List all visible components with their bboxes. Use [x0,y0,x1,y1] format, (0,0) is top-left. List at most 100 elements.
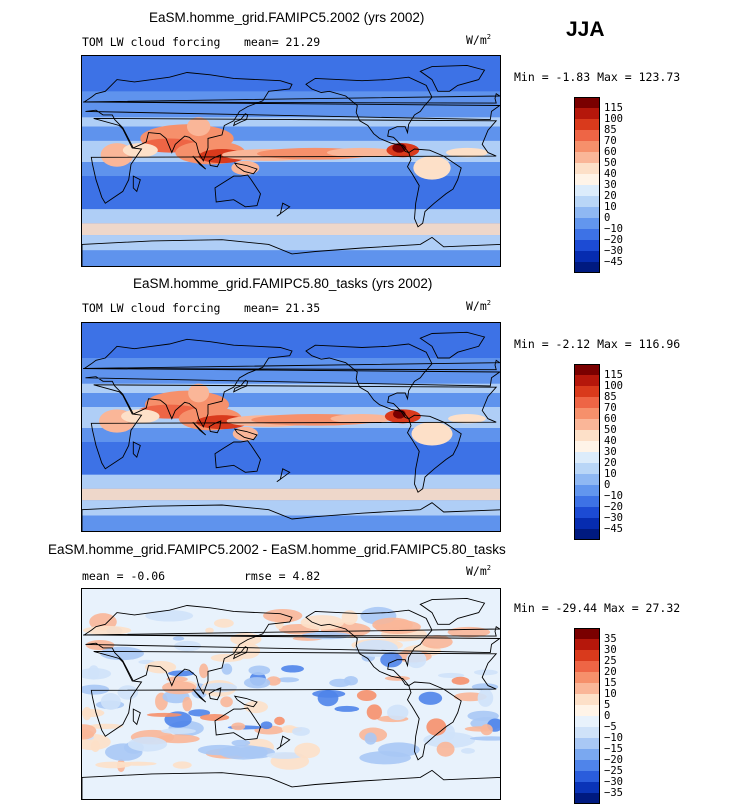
colorbar-swatch [574,364,600,375]
coastline [82,236,500,266]
colorbar-tick-label: −10 [604,223,623,235]
panel-3-rmse-value: rmse = 4.82 [244,569,321,583]
coastline [419,597,486,625]
colorbar-swatch [574,163,600,174]
coastline [132,441,141,459]
coastline [192,688,207,703]
panel-3-mean-value: mean = -0.06 [82,569,166,583]
panel-3-units: W/m2 [466,564,491,578]
coastline [214,174,261,208]
colorbar-swatch [574,727,600,738]
colorbar-swatch [574,639,600,650]
colorbar-swatch [574,141,600,152]
colorbar-tick-label: 30 [604,446,617,458]
coastline [419,331,486,359]
colorbar-swatch [574,485,600,496]
colorbar-tick-label: −35 [604,787,623,799]
coastline [208,687,222,701]
colorbar-swatch [574,782,600,793]
colorbar-tick-label: 10 [604,201,617,213]
colorbar-swatch [574,628,600,639]
panel-2-title: EaSM.homme_grid.FAMIPC5.80_tasks (yrs 20… [133,276,433,291]
coastline [82,502,500,531]
colorbar-swatch [574,130,600,141]
colorbar-tick-label: −45 [604,256,623,268]
colorbar-swatch [574,196,600,207]
coastline [305,343,433,420]
colorbar-swatch [574,408,600,419]
colorbar-tick-label: 40 [604,435,617,447]
coastline [82,338,500,428]
colorbar-tick-label: −45 [604,523,623,535]
colorbar-tick-label: 100 [604,113,623,125]
colorbar-swatch [574,496,600,507]
colorbar-swatch [574,251,600,262]
coastline [132,708,141,726]
colorbar-swatch [574,716,600,727]
colorbar-tick-label: −30 [604,245,623,257]
colorbar-tick-label: 5 [604,699,611,711]
colorbar-swatch [574,185,600,196]
colorbar-swatch [574,793,600,804]
colorbar-swatch [574,749,600,760]
colorbar-tick-label: −20 [604,234,623,246]
colorbar-outline [574,364,600,540]
colorbar-tick-label: −5 [604,721,617,733]
colorbar-tick-label: 40 [604,168,617,180]
coastline [276,735,291,750]
colorbar-swatch [574,108,600,119]
coastline [406,681,462,761]
colorbar-tick-label: 60 [604,146,617,158]
coastline [419,64,486,92]
colorbar-swatch [574,375,600,386]
colorbar-tick-label: 115 [604,369,623,381]
colorbar-swatch [574,474,600,485]
coastline [232,379,249,393]
coastline [82,605,500,695]
colorbar-tick-label: 85 [604,391,617,403]
coastline [305,76,433,154]
colorbar-tick-label: 20 [604,190,617,202]
colorbar-swatch [574,694,600,705]
coastline [83,359,500,371]
panel-2-mean-value: mean= 21.35 [244,301,321,315]
colorbar-swatch [574,240,600,251]
colorbar-swatch [574,661,600,672]
coastline [82,72,500,162]
coastline [305,609,433,687]
colorbar-swatch [574,119,600,130]
coastline [232,646,249,660]
colorbar-tick-label: −15 [604,743,623,755]
colorbar-tick-label: 70 [604,402,617,414]
colorbar-tick-label: 25 [604,655,617,667]
colorbar-tick-label: −25 [604,765,623,777]
coastline [90,650,498,737]
colorbar-swatch [574,207,600,218]
colorbar-swatch [574,771,600,782]
colorbar-swatch [574,262,600,273]
panel-1-map-field [82,56,500,266]
panel-3-map [81,588,501,800]
colorbar-outline [574,97,600,273]
panel-3-title: EaSM.homme_grid.FAMIPC5.2002 - EaSM.homm… [48,542,506,557]
colorbar-swatch [574,386,600,397]
colorbar-tick-label: −20 [604,501,623,513]
panel-1-title: EaSM.homme_grid.FAMIPC5.2002 (yrs 2002) [149,10,425,25]
colorbar-tick-label: 30 [604,644,617,656]
colorbar-tick-label: −10 [604,732,623,744]
colorbar-tick-label: −20 [604,754,623,766]
colorbar-tick-label: 100 [604,380,623,392]
coastline [83,92,500,104]
colorbar-swatch [574,174,600,185]
panel-1-variable-label: TOM LW cloud forcing [82,35,221,49]
colorbar-tick-label: 50 [604,157,617,169]
colorbar-tick-label: 30 [604,179,617,191]
season-label: JJA [566,18,605,41]
colorbar-tick-label: −30 [604,776,623,788]
colorbar-tick-label: −10 [604,490,623,502]
colorbar-swatch [574,229,600,240]
colorbar-swatch [574,441,600,452]
coastline [232,113,249,127]
colorbar-swatch [574,738,600,749]
coastline [208,420,222,434]
